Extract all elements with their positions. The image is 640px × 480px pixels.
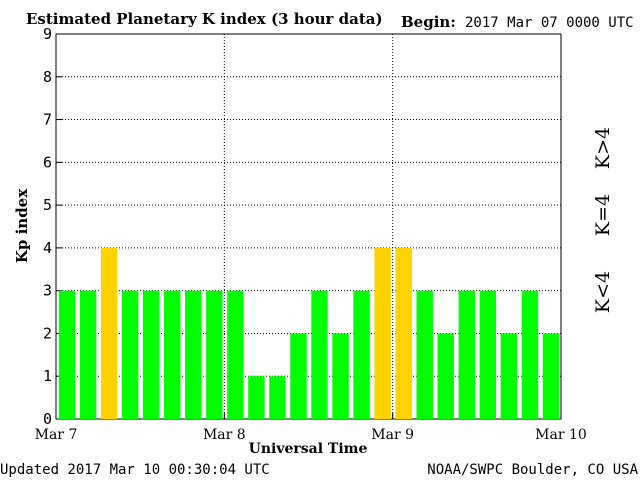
y-tick-label: 9 [43,25,52,43]
y-tick-label: 8 [43,68,52,86]
kp-bar [479,290,497,419]
x-tick-label: Mar 10 [535,427,587,443]
legend-low: K<4 [592,271,614,313]
kp-bar [269,376,286,419]
kp-bar [206,290,223,419]
x-tick-label: Mar 8 [203,427,246,443]
kp-bar [58,290,76,419]
kp-bar [521,290,539,419]
bar-series [58,247,560,419]
y-tick-label: 3 [43,282,52,300]
begin-value: 2017 Mar 07 0000 UTC [465,15,634,31]
legend-equal: K=4 [592,194,614,236]
kp-bar [353,290,370,419]
kp-bar [374,247,391,419]
kp-bar [311,290,328,419]
y-tick-label: 5 [43,196,52,214]
chart-title: Estimated Planetary K index (3 hour data… [26,10,383,28]
kp-bar [500,333,518,419]
kp-bar [332,333,349,419]
kp-bar [185,290,202,419]
x-axis: Mar 7 Mar 8 Mar 9 Mar 10 [35,413,587,443]
kp-bar [542,333,560,419]
x-tick-label: Mar 9 [371,427,414,443]
kp-bar [121,290,139,419]
kp-bar [248,376,265,419]
plot-frame [55,33,562,420]
begin-label: Begin: [401,13,456,31]
source-credit: NOAA/SWPC Boulder, CO USA [427,462,638,478]
y-tick-label: 4 [43,239,52,257]
kp-bar [458,290,476,419]
y-axis: 0 1 2 3 4 5 6 7 8 9 [43,25,62,428]
kp-bar [227,290,244,419]
y-tick-label: 6 [43,153,52,171]
kp-bar [416,290,433,419]
grid-lines [56,34,561,419]
y-axis-label: Kp index [13,188,31,263]
kp-bar [79,290,97,419]
kp-bar [395,247,412,419]
kp-bar [437,333,454,419]
kp-bar [142,290,160,419]
y-tick-label: 2 [43,324,52,342]
kp-bar [100,247,118,419]
x-axis-label: Universal Time [249,441,368,457]
kp-bar [164,290,181,419]
y-tick-label: 0 [43,410,52,428]
y-tick-label: 1 [43,367,52,385]
legend-high: K>4 [592,127,614,169]
updated-timestamp: Updated 2017 Mar 10 00:30:04 UTC [0,462,270,478]
x-tick-label: Mar 7 [35,427,78,443]
y-tick-label: 7 [43,111,52,129]
kp-bar [290,333,307,419]
